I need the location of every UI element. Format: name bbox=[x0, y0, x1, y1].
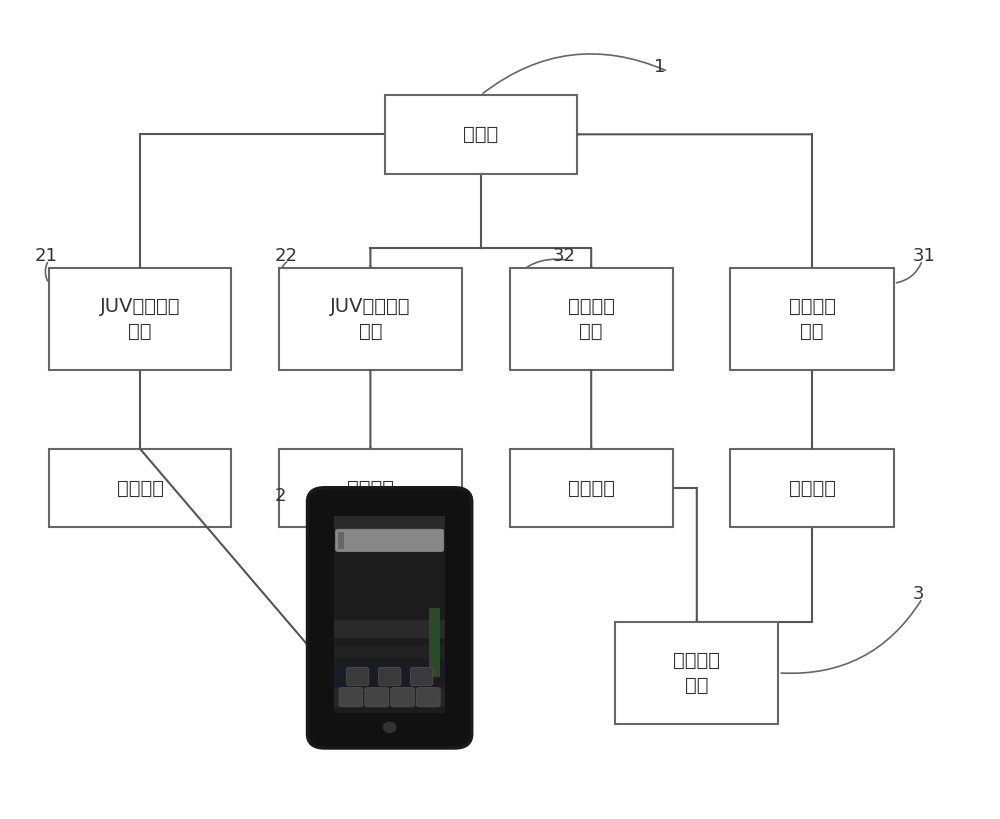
Bar bbox=[334, 665, 445, 677]
Bar bbox=[279, 449, 462, 527]
Bar bbox=[338, 532, 344, 550]
Text: 2: 2 bbox=[274, 487, 286, 505]
Text: 视频发布
接口: 视频发布 接口 bbox=[788, 297, 836, 341]
Bar bbox=[334, 646, 445, 658]
FancyBboxPatch shape bbox=[339, 687, 363, 707]
Bar bbox=[334, 516, 445, 713]
Text: 32: 32 bbox=[553, 247, 576, 265]
Text: JUV信息发布
接口: JUV信息发布 接口 bbox=[100, 297, 180, 341]
FancyBboxPatch shape bbox=[365, 687, 388, 707]
Bar bbox=[730, 268, 894, 370]
Bar bbox=[334, 685, 445, 697]
Text: 音频压缩: 音频压缩 bbox=[116, 478, 164, 498]
Bar bbox=[49, 449, 231, 527]
Text: 1: 1 bbox=[654, 58, 665, 76]
FancyBboxPatch shape bbox=[335, 529, 444, 552]
FancyBboxPatch shape bbox=[308, 488, 472, 748]
Bar bbox=[49, 268, 231, 370]
FancyBboxPatch shape bbox=[417, 687, 440, 707]
FancyBboxPatch shape bbox=[410, 667, 433, 686]
Bar bbox=[615, 622, 778, 724]
FancyBboxPatch shape bbox=[378, 667, 401, 686]
Text: 31: 31 bbox=[913, 247, 936, 265]
Bar bbox=[334, 516, 445, 530]
FancyBboxPatch shape bbox=[391, 687, 414, 707]
Bar bbox=[385, 95, 577, 174]
Text: 现场工作
终端: 现场工作 终端 bbox=[673, 651, 720, 695]
Circle shape bbox=[383, 722, 396, 732]
Text: 21: 21 bbox=[34, 247, 57, 265]
Text: 信息接收
接口: 信息接收 接口 bbox=[568, 297, 615, 341]
Bar bbox=[730, 449, 894, 527]
Bar bbox=[334, 620, 445, 638]
FancyBboxPatch shape bbox=[346, 667, 369, 686]
Bar bbox=[279, 268, 462, 370]
Bar bbox=[510, 449, 673, 527]
Text: 3: 3 bbox=[913, 586, 924, 604]
Text: 视频解码: 视频解码 bbox=[347, 478, 394, 498]
Text: 服务器: 服务器 bbox=[463, 124, 498, 144]
Text: 视频压缩: 视频压缩 bbox=[788, 478, 836, 498]
Text: JUV视频播放
接口: JUV视频播放 接口 bbox=[330, 297, 411, 341]
Text: 22: 22 bbox=[274, 247, 297, 265]
Text: 音频解码: 音频解码 bbox=[568, 478, 615, 498]
Bar bbox=[510, 268, 673, 370]
Bar bbox=[334, 687, 445, 707]
Bar bbox=[429, 609, 440, 677]
